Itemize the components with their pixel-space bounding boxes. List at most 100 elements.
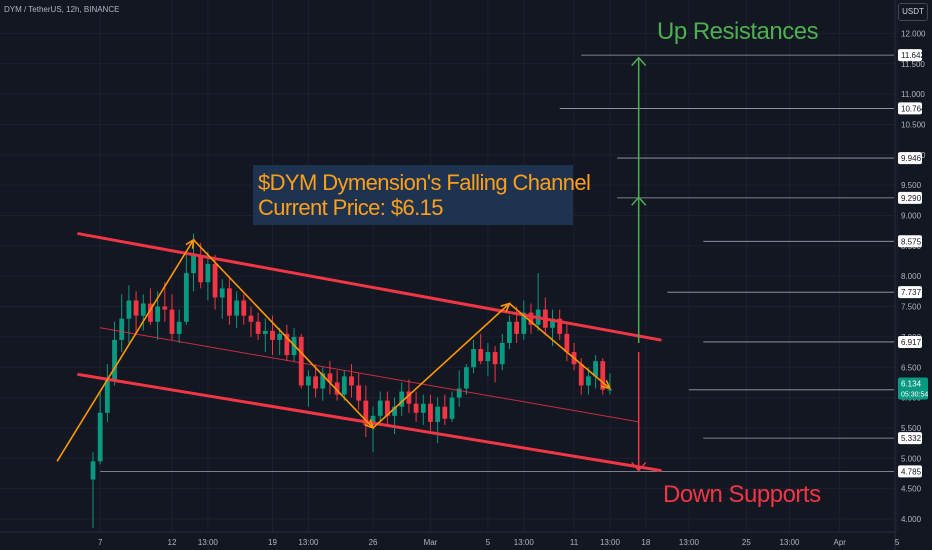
time-tick-label: 7: [98, 538, 103, 547]
candle-body: [112, 339, 117, 380]
time-tick-label: 13:00: [779, 538, 800, 547]
candle-body: [392, 406, 397, 416]
price-tick-label: 9.500: [901, 181, 922, 190]
candle-body: [155, 306, 161, 322]
candle-body: [420, 403, 426, 413]
level-price-badge: [898, 49, 922, 62]
candle-body: [442, 406, 448, 419]
last-price-badge: [898, 377, 928, 400]
candles: [90, 233, 613, 529]
level-price-label: 5.332: [901, 434, 922, 443]
candle-body: [600, 361, 606, 390]
time-tick-label: 13:00: [514, 538, 535, 547]
candle-body: [140, 303, 146, 316]
time-tick-label: 13:00: [600, 538, 621, 547]
level-price-badge: [898, 191, 922, 204]
candle-body: [370, 415, 376, 425]
candle-body: [578, 364, 584, 386]
level-price-label: 10.764: [901, 104, 926, 113]
candle-body: [262, 330, 268, 334]
level-price-badge: [898, 152, 922, 165]
level-lines: [100, 54, 894, 472]
last-price-value: 6.134: [901, 379, 922, 388]
candle-body: [191, 254, 196, 274]
candle-body: [169, 309, 175, 334]
channel-lower-line: [77, 373, 662, 472]
candle-body: [507, 321, 512, 343]
supports-arrow-head: [631, 461, 647, 472]
level-price-label: 8.575: [901, 237, 922, 246]
candle-body: [133, 300, 139, 316]
candle-body: [198, 254, 204, 283]
time-tick-label: 25: [742, 538, 751, 547]
candle-body: [162, 306, 168, 310]
price-tick-label: 11.500: [901, 60, 925, 69]
candle-body: [219, 288, 225, 298]
candle-body: [176, 321, 182, 334]
candle-body: [456, 388, 462, 398]
resistances-arrow-mid-head: [631, 196, 647, 206]
candle-body: [463, 367, 469, 389]
candle-body: [212, 264, 218, 298]
candle-body: [514, 321, 520, 334]
level-price-label: 4.785: [901, 467, 922, 476]
candle-body: [313, 376, 318, 389]
candle-body: [593, 361, 598, 377]
pattern-arrow-segment: [192, 239, 374, 429]
candle-body: [270, 330, 275, 340]
pattern-arrows: [56, 238, 612, 462]
time-tick-label: 18: [641, 538, 650, 547]
time-tick-label: 13:00: [298, 538, 319, 547]
title-annotation: $DYM Dymension's Falling Channel Current…: [253, 165, 591, 225]
level-price-badge: [898, 465, 922, 478]
candle-body: [435, 406, 441, 422]
price-tick-label: 8.000: [901, 272, 922, 281]
candle-body: [90, 461, 96, 480]
candle-body: [586, 376, 591, 386]
price-tick-label: 9.000: [901, 212, 922, 221]
candle-body: [528, 312, 534, 325]
level-price-label: 11.642: [901, 51, 925, 60]
candle-body: [148, 303, 153, 322]
down-supports-label: Down Supports: [663, 481, 821, 508]
currency-button[interactable]: USDT: [898, 3, 928, 21]
candle-body: [384, 400, 390, 416]
up-resistances-label: Up Resistances: [657, 18, 819, 45]
candle-body: [413, 403, 419, 413]
time-axis: 7 12 13:00 19 13:00 26 Mar 5 13:00 11 13:00 18 13:00…: [98, 538, 900, 547]
pattern-arrow-segment: [508, 302, 611, 390]
candle-body: [183, 273, 189, 322]
candle-body: [399, 391, 405, 407]
candle-body: [119, 318, 125, 340]
candle-body: [471, 349, 476, 368]
time-tick-label: 13:00: [198, 538, 219, 547]
time-tick-label: 12: [168, 538, 177, 547]
candle-body: [205, 264, 211, 283]
candle-body: [126, 300, 132, 319]
candle-body: [377, 400, 383, 416]
candle-body: [550, 318, 555, 328]
candle-body: [227, 288, 232, 316]
candle-body: [499, 342, 505, 365]
level-price-badge: [898, 102, 922, 115]
candle-body: [607, 389, 613, 391]
level-price-badge: [898, 335, 922, 348]
candle-body: [492, 352, 498, 365]
candle-body: [478, 349, 484, 362]
pattern-arrow-segment: [56, 239, 195, 462]
level-price-label: 6.917: [901, 338, 922, 347]
candle-body: [255, 321, 261, 334]
resistances-arrow-head: [631, 56, 647, 67]
price-tick-label: 6.500: [901, 363, 922, 372]
candle-body: [521, 312, 527, 334]
last-price-countdown: 05:30:54: [901, 391, 928, 398]
candle-body: [334, 382, 340, 395]
price-tick-label: 7.500: [901, 303, 922, 312]
level-price-label: 9.946: [901, 154, 922, 163]
candle-body: [234, 300, 239, 316]
time-tick-label: 5: [895, 538, 900, 547]
channel-upper-line: [77, 232, 662, 342]
candle-body: [284, 333, 290, 356]
candle-body: [327, 373, 333, 383]
